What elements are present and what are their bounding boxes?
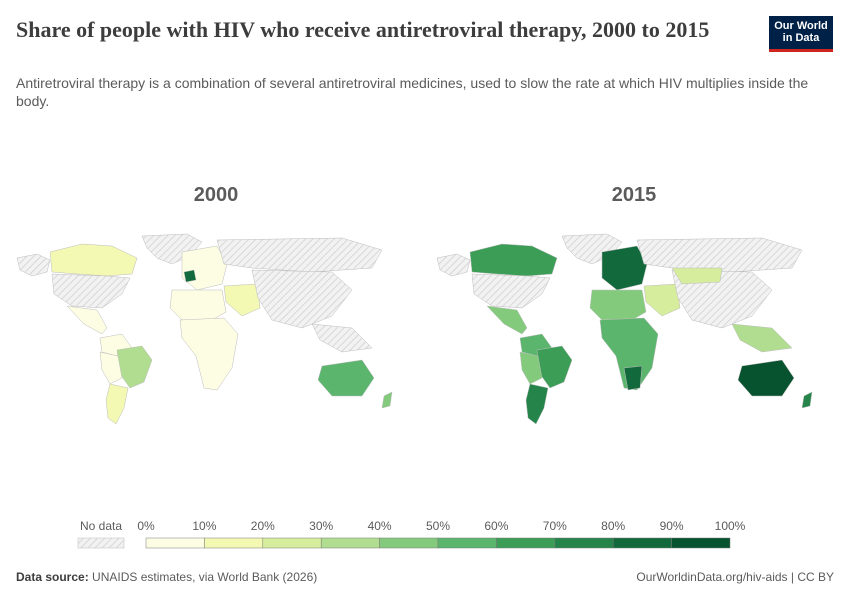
legend-bin-8[interactable] [612, 537, 672, 549]
middle-east[interactable] [223, 283, 261, 317]
legend-tick-label: 100% [715, 519, 746, 533]
chart-title: Share of people with HIV who receive ant… [16, 17, 710, 42]
legend-tick-label: 30% [309, 519, 333, 533]
legend-tick-label: 0% [137, 519, 155, 533]
argentina-chile[interactable] [105, 383, 129, 425]
chart-subtitle: Antiretroviral therapy is a combination … [16, 75, 809, 109]
legend-bin-6[interactable] [496, 537, 556, 549]
canada[interactable] [49, 243, 138, 277]
source-text: UNAIDS estimates, via World Bank (2026) [92, 570, 318, 584]
owid-logo[interactable]: Our World in Data [769, 16, 833, 52]
russia[interactable] [636, 237, 803, 273]
sub-saharan-africa[interactable] [179, 317, 239, 391]
peru-bolivia[interactable] [99, 351, 123, 385]
alaska[interactable] [436, 253, 471, 277]
new-zealand[interactable] [801, 391, 813, 409]
alaska[interactable] [16, 253, 51, 277]
legend-bin-5[interactable] [437, 537, 497, 549]
legend-tick-label: 70% [543, 519, 567, 533]
footer-url[interactable]: OurWorldinData.org/hiv-aids | CC BY [636, 570, 834, 584]
legend-tick-label: 80% [601, 519, 625, 533]
footer-source: Data source: UNAIDS estimates, via World… [16, 570, 317, 584]
world-map-2015[interactable] [432, 228, 837, 428]
legend-bin-0[interactable] [145, 537, 205, 549]
map-title-2000: 2000 [193, 184, 239, 206]
legend-tick-label: 60% [484, 519, 508, 533]
legend-tick-label: 10% [192, 519, 216, 533]
canada[interactable] [469, 243, 558, 277]
north-africa[interactable] [589, 289, 647, 321]
logo-line-1: Our World [774, 20, 828, 32]
usa[interactable] [51, 273, 131, 309]
southern-africa[interactable] [623, 365, 643, 391]
legend-bin-3[interactable] [320, 537, 380, 549]
southeast-asia[interactable] [731, 323, 793, 353]
world-map-2000[interactable] [12, 228, 417, 428]
france[interactable] [183, 269, 197, 283]
europe[interactable] [181, 245, 228, 291]
source-label: Data source: [16, 570, 89, 584]
north-africa[interactable] [169, 289, 227, 321]
legend-bin-4[interactable] [379, 537, 439, 549]
new-zealand[interactable] [381, 391, 393, 409]
brazil[interactable] [116, 345, 153, 389]
middle-east[interactable] [643, 283, 681, 317]
southeast-asia[interactable] [311, 323, 373, 353]
sub-saharan-africa[interactable] [599, 317, 659, 391]
legend-tick-label: 40% [368, 519, 392, 533]
peru-bolivia[interactable] [519, 351, 543, 385]
legend-bin-7[interactable] [554, 537, 614, 549]
color-legend: No data 0% 10% 20% 30% 40% 50% 60% 70% 80% 90% 100… [77, 519, 746, 549]
australia[interactable] [737, 359, 795, 397]
legend-tick-label: 90% [660, 519, 684, 533]
map-title-2015: 2015 [611, 184, 657, 206]
central-asia[interactable] [671, 267, 723, 285]
mexico-central-america[interactable] [66, 305, 108, 335]
logo-line-2: in Data [782, 32, 820, 44]
legend-no-data-label: No data [80, 519, 122, 533]
usa[interactable] [471, 273, 551, 309]
legend-bin-9[interactable] [671, 537, 731, 549]
legend-bin-2[interactable] [262, 537, 322, 549]
brazil[interactable] [536, 345, 573, 389]
legend-tick-label: 20% [251, 519, 275, 533]
australia[interactable] [317, 359, 375, 397]
mexico-central-america[interactable] [486, 305, 528, 335]
legend-bin-1[interactable] [204, 537, 264, 549]
legend-no-data-swatch [77, 537, 125, 549]
russia[interactable] [216, 237, 383, 273]
argentina-chile[interactable] [525, 383, 549, 425]
legend-tick-label: 50% [426, 519, 450, 533]
europe[interactable] [601, 245, 648, 291]
asia[interactable] [251, 269, 353, 329]
asia[interactable] [671, 269, 773, 329]
